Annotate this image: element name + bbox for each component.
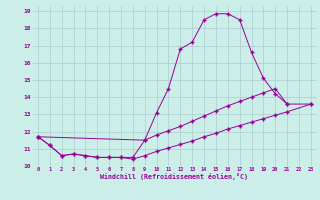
X-axis label: Windchill (Refroidissement éolien,°C): Windchill (Refroidissement éolien,°C) xyxy=(100,173,248,180)
